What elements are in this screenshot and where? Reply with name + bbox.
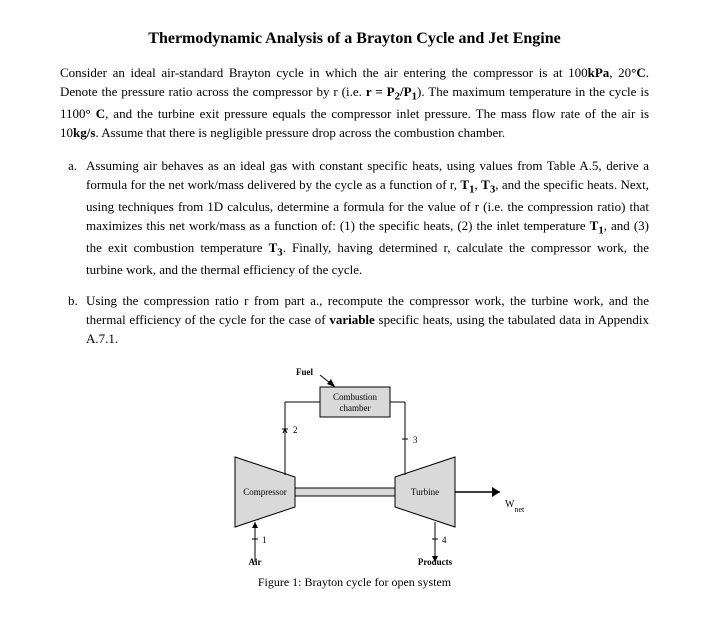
page-title: Thermodynamic Analysis of a Brayton Cycl…	[60, 30, 649, 48]
combustion-label-2: chamber	[339, 403, 370, 413]
item-a-marker: a.	[68, 157, 77, 176]
node-3: 3	[413, 435, 418, 445]
intro-paragraph: Consider an ideal air-standard Brayton c…	[60, 64, 649, 143]
products-label: Products	[417, 557, 452, 567]
item-a-text: Assuming air behaves as an ideal gas wit…	[86, 158, 649, 278]
combustion-label-1: Combustion	[332, 392, 377, 402]
brayton-diagram: Combustion chamber Fuel Compressor Turbi…	[185, 367, 525, 567]
wnet-label: Wnet	[505, 499, 525, 514]
node-4: 4	[442, 535, 447, 545]
item-a: a. Assuming air behaves as an ideal gas …	[86, 157, 649, 280]
node-1: 1	[262, 535, 267, 545]
turbine-label: Turbine	[410, 487, 438, 497]
compressor-label: Compressor	[243, 487, 287, 497]
item-b: b. Using the compression ratio r from pa…	[86, 292, 649, 349]
item-b-text: Using the compression ratio r from part …	[86, 293, 649, 346]
fuel-label: Fuel	[296, 367, 313, 377]
problem-list: a. Assuming air behaves as an ideal gas …	[60, 157, 649, 349]
figure-1: Combustion chamber Fuel Compressor Turbi…	[60, 367, 649, 590]
figure-caption: Figure 1: Brayton cycle for open system	[60, 575, 649, 590]
air-label: Air	[248, 557, 261, 567]
shaft	[295, 488, 395, 496]
node-2: 2	[293, 425, 298, 435]
item-b-marker: b.	[68, 292, 78, 311]
